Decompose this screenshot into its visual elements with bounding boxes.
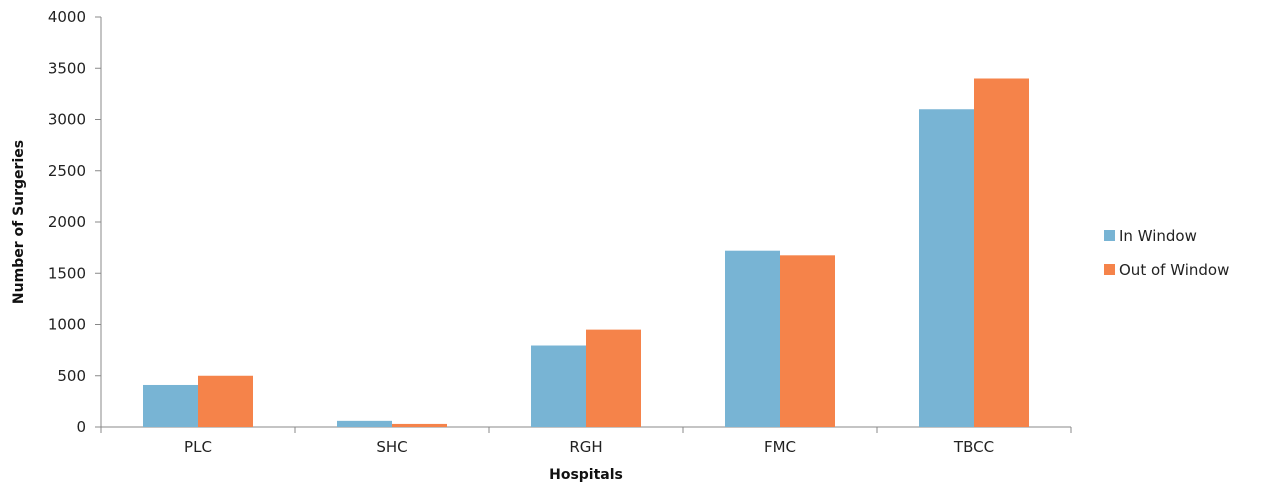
y-tick-label: 1000 — [48, 316, 86, 334]
legend-swatch — [1104, 264, 1115, 275]
legend-label: In Window — [1119, 227, 1197, 245]
y-tick-label: 4000 — [48, 8, 86, 26]
bar-out-of-window-rgh — [586, 329, 641, 427]
y-tick-label: 3500 — [48, 59, 86, 77]
x-axis-ticks: PLC SHC RGH FMC TBCC — [100, 427, 1072, 456]
bar-out-of-window-fmc — [780, 255, 835, 427]
x-axis-title: Hospitals — [549, 467, 623, 483]
bar-out-of-window-tbcc — [974, 78, 1029, 427]
y-tick-label: 2500 — [48, 162, 86, 180]
legend-label: Out of Window — [1119, 261, 1229, 279]
legend: In Window Out of Window — [1104, 227, 1229, 279]
x-tick-label: PLC — [184, 438, 212, 456]
y-tick-label: 500 — [57, 367, 86, 385]
y-tick-label: 1500 — [48, 264, 86, 282]
bar-out-of-window-plc — [198, 375, 253, 427]
y-tick-label: 2000 — [48, 213, 86, 231]
bar-in-window-shc — [337, 420, 392, 427]
x-tick-label: SHC — [376, 438, 407, 456]
bar-in-window-tbcc — [919, 109, 974, 427]
bar-out-of-window-shc — [392, 423, 447, 427]
x-tick-label: RGH — [569, 438, 602, 456]
y-tick-label: 0 — [76, 418, 86, 436]
y-axis-title: Number of Surgeries — [11, 140, 27, 304]
bars — [143, 78, 1029, 427]
bar-in-window-fmc — [725, 250, 780, 427]
y-tick-label: 3000 — [48, 111, 86, 129]
bar-in-window-rgh — [531, 345, 586, 427]
x-tick-label: FMC — [764, 438, 796, 456]
legend-swatch — [1104, 230, 1115, 241]
y-axis-ticks: 0 500 1000 1500 2000 2500 3000 3500 4000 — [48, 8, 101, 436]
x-tick-label: TBCC — [953, 438, 994, 456]
bar-in-window-plc — [143, 384, 198, 427]
